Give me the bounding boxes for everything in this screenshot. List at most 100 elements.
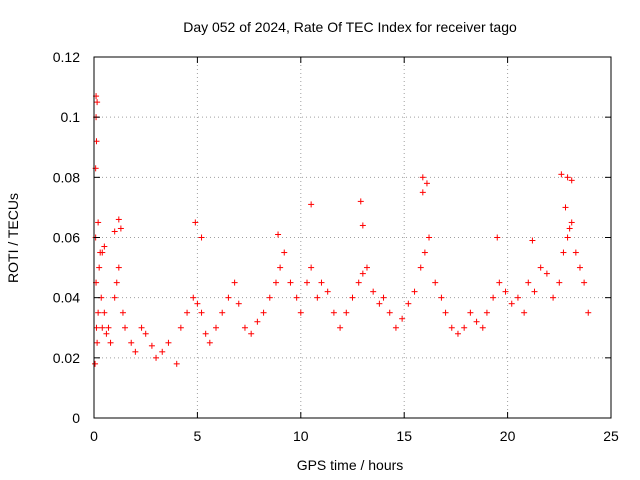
roti-point [95,309,102,316]
roti-point [370,288,377,295]
roti-point [231,279,238,286]
plot-frame [93,56,612,419]
roti-point [92,360,99,367]
roti-point [314,294,321,301]
roti-point [411,288,418,295]
roti-point [202,330,209,337]
roti-point [275,231,282,238]
roti-point [494,234,501,241]
chart-title: Day 052 of 2024, Rate Of TEC Index for r… [183,19,517,35]
roti-point [293,294,300,301]
roti-point [272,279,279,286]
roti-point [343,309,350,316]
roti-point [119,309,126,316]
roti-point [308,264,315,271]
roti-point [219,309,226,316]
roti-point [99,249,106,256]
roti-point [564,234,571,241]
roti-point [115,216,122,223]
roti-point [392,324,399,331]
roti-point [467,309,474,316]
roti-point [531,288,538,295]
roti-point [423,180,430,187]
roti-point [479,324,486,331]
roti-point [473,318,480,325]
roti-point [572,249,579,256]
axis-ticks: 0 5 10 15 20 25 0 0.02 0.04 0.06 0.08 0.1 0.12 [53,49,619,444]
x-tick-label: 0 [90,428,98,444]
roti-point [568,177,575,184]
x-tick-label: 20 [500,428,516,444]
y-tick-label: 0.04 [53,290,80,306]
roti-point [537,264,544,271]
roti-point [297,309,304,316]
roti-point [266,294,273,301]
roti-point [359,222,366,229]
roti-point [442,309,449,316]
y-tick-label: 0.12 [53,49,80,65]
roti-point [111,228,118,235]
roti-point [281,249,288,256]
x-tick-label: 15 [396,428,412,444]
roti-point [318,279,325,286]
y-tick-label: 0.08 [53,169,80,185]
roti-point [190,294,197,301]
roti-point [566,225,573,232]
roti-point [113,279,120,286]
roti-point [556,279,563,286]
y-tick-label: 0 [72,410,80,426]
roti-point [562,204,569,211]
roti-point [165,339,172,346]
roti-point [421,249,428,256]
roti-point [426,234,433,241]
roti-point [177,324,184,331]
roti-point [529,237,536,244]
roti-point [138,324,145,331]
x-axis-label: GPS time / hours [297,457,404,473]
roti-point [525,279,532,286]
roti-point [99,324,106,331]
roti-point [194,300,201,307]
roti-point [235,300,242,307]
roti-point [304,279,311,286]
roti-point [95,219,102,226]
y-tick-label: 0.02 [53,350,80,366]
roti-point [490,294,497,301]
roti-point [142,330,149,337]
roti-point [111,294,118,301]
roti-point [376,300,383,307]
data-points [92,93,592,367]
roti-point [585,309,592,316]
roti-point [277,264,284,271]
roti-point [117,225,124,232]
roti-point [502,288,509,295]
roti-point [308,201,315,208]
roti-point [173,360,180,367]
roti-point [576,264,583,271]
roti-point [107,339,114,346]
roti-point [241,324,248,331]
roti-point [349,294,356,301]
roti-point [101,243,108,250]
roti-point [122,324,129,331]
roti-point [564,174,571,181]
roti-point [357,198,364,205]
roti-point [287,279,294,286]
roti-point [359,270,366,277]
roti-point [380,294,387,301]
y-tick-label: 0.06 [53,230,80,246]
roti-point [568,219,575,226]
roti-point [94,339,101,346]
roti-point [386,309,393,316]
roti-point [581,279,588,286]
roti-point [192,219,199,226]
roti-point [543,270,550,277]
x-tick-label: 10 [293,428,309,444]
roti-point [206,339,213,346]
roti-point [355,279,362,286]
roti-point [128,339,135,346]
roti-point [399,315,406,322]
roti-point [483,309,490,316]
roti-point [363,264,370,271]
